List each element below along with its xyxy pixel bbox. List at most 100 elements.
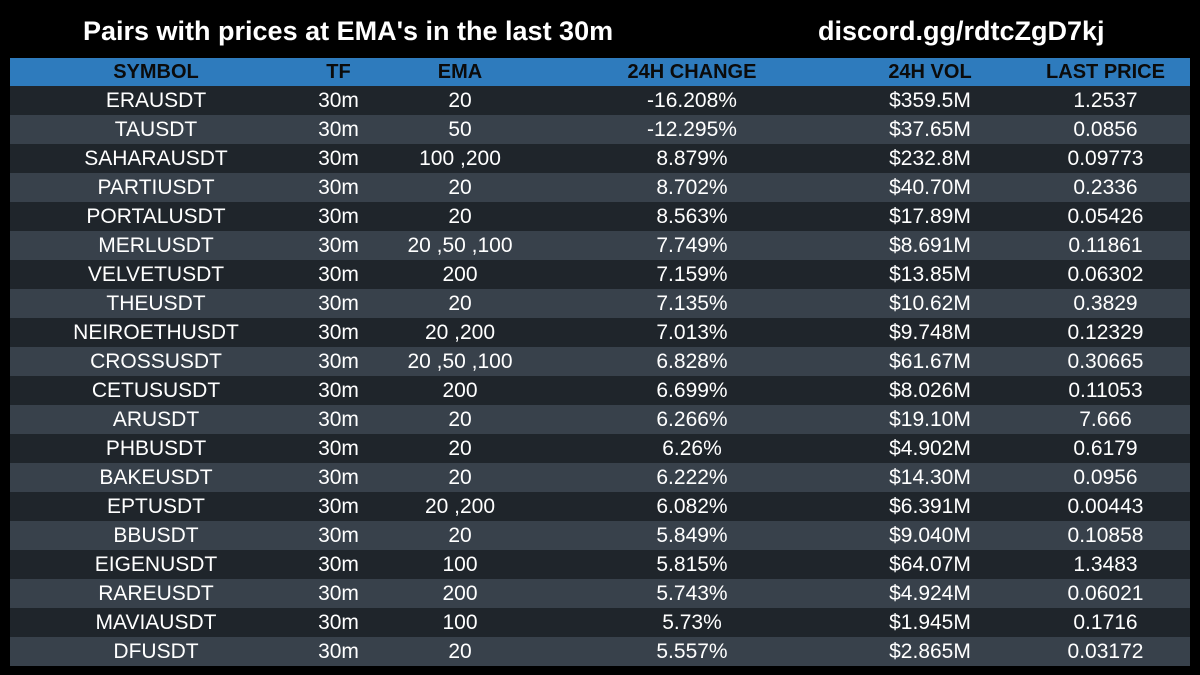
pairs-table: SYMBOL TF EMA 24H CHANGE 24H VOL LAST PR… [10,58,1190,666]
tf-cell: 30m [318,147,359,170]
symbol-cell: PARTIUSDT [97,176,215,199]
change-cell: -16.208% [647,89,737,112]
ema-cell: 20 ,200 [424,495,496,518]
volume-cell: $8.026M [889,379,971,402]
ema-cell: 20 [448,292,472,315]
table-row[interactable]: MERLUSDT 30m 20 ,50 ,100 7.749% $8.691M 0.118… [10,231,1190,260]
page-title: Pairs with prices at EMA's in the last 3… [83,16,614,46]
column-header-ema[interactable]: EMA [437,61,483,83]
table-header-row: SYMBOL TF EMA 24H CHANGE 24H VOL LAST PR… [10,58,1190,86]
tf-cell: 30m [318,437,359,460]
change-cell: 6.828% [656,350,728,373]
symbol-cell: BAKEUSDT [99,466,213,489]
change-cell: 8.563% [656,205,728,228]
price-cell: 0.1716 [1073,611,1138,634]
symbol-cell: EPTUSDT [106,495,205,518]
change-cell: 5.557% [656,640,728,663]
ema-cell: 200 [442,263,478,286]
change-cell: 6.266% [656,408,728,431]
column-header-symbol[interactable]: SYMBOL [113,61,199,83]
change-cell: -12.295% [647,118,737,141]
table-row[interactable]: CROSSUSDT 30m 20 ,50 ,100 6.828% $61.67M 0.30… [10,347,1190,376]
tf-cell: 30m [318,524,359,547]
table-row[interactable]: MAVIAUSDT 30m 100 5.73% $1.945M 0.1716 [10,608,1190,637]
symbol-cell: TAUSDT [114,118,198,141]
price-cell: 0.0956 [1073,466,1138,489]
price-cell: 0.00443 [1067,495,1144,518]
ema-cell: 200 [442,379,478,402]
symbol-cell: SAHARAUSDT [84,147,228,170]
table-row[interactable]: PHBUSDT 30m 20 6.26% $4.902M 0.6179 [10,434,1190,463]
table-row[interactable]: CETUSUSDT 30m 200 6.699% $8.026M 0.11053 [10,376,1190,405]
volume-cell: $359.5M [889,89,971,112]
symbol-cell: ARUSDT [112,408,200,431]
ema-cell: 20 [448,205,472,228]
tf-cell: 30m [318,379,359,402]
tf-cell: 30m [318,611,359,634]
change-cell: 7.135% [656,292,728,315]
volume-cell: $14.30M [889,466,971,489]
ema-cell: 20 [448,89,472,112]
table-row[interactable]: PARTIUSDT 30m 20 8.702% $40.70M 0.2336 [10,173,1190,202]
table-row[interactable]: THEUSDT 30m 20 7.135% $10.62M 0.3829 [10,289,1190,318]
tf-cell: 30m [318,118,359,141]
symbol-cell: EIGENUSDT [94,553,218,576]
price-cell: 0.06302 [1067,263,1144,286]
ema-cell: 20 ,50 ,100 [407,234,513,257]
tf-cell: 30m [318,350,359,373]
tf-cell: 30m [318,321,359,344]
symbol-cell: MERLUSDT [98,234,214,257]
ema-cell: 20 [448,640,472,663]
table-row[interactable]: EPTUSDT 30m 20 ,200 6.082% $6.391M 0.00443 [10,492,1190,521]
symbol-cell: VELVETUSDT [87,263,225,286]
volume-cell: $19.10M [889,408,971,431]
table-row[interactable]: PORTALUSDT 30m 20 8.563% $17.89M 0.05426 [10,202,1190,231]
symbol-cell: MAVIAUSDT [95,611,217,634]
tf-cell: 30m [318,408,359,431]
volume-cell: $37.65M [889,118,971,141]
table-row[interactable]: BBUSDT 30m 20 5.849% $9.040M 0.10858 [10,521,1190,550]
price-cell: 0.12329 [1067,321,1144,344]
symbol-cell: ERAUSDT [105,89,207,112]
volume-cell: $17.89M [889,205,971,228]
price-cell: 0.2336 [1073,176,1138,199]
table-row[interactable]: SAHARAUSDT 30m 100 ,200 8.879% $232.8M 0.0977… [10,144,1190,173]
price-cell: 0.30665 [1067,350,1144,373]
tf-cell: 30m [318,553,359,576]
change-cell: 5.815% [656,553,728,576]
table-row[interactable]: ARUSDT 30m 20 6.266% $19.10M 7.666 [10,405,1190,434]
tf-cell: 30m [318,263,359,286]
volume-cell: $40.70M [889,176,971,199]
table-row[interactable]: ERAUSDT 30m 20 -16.208% $359.5M 1.2537 [10,86,1190,115]
change-cell: 6.26% [662,437,722,460]
volume-cell: $9.040M [889,524,971,547]
volume-cell: $6.391M [889,495,971,518]
volume-cell: $64.07M [889,553,971,576]
table-row[interactable]: NEIROETHUSDT 30m 20 ,200 7.013% $9.748M 0.123… [10,318,1190,347]
ema-cell: 20 [448,408,472,431]
change-cell: 5.743% [656,582,728,605]
column-header-24h-change[interactable]: 24H CHANGE [627,61,757,83]
volume-cell: $13.85M [889,263,971,286]
table-row[interactable]: TAUSDT 30m 50 -12.295% $37.65M 0.0856 [10,115,1190,144]
column-header-24h-vol[interactable]: 24H VOL [888,61,972,83]
tf-cell: 30m [318,205,359,228]
symbol-cell: PHBUSDT [105,437,207,460]
symbol-cell: CETUSUSDT [91,379,221,402]
column-header-last-price[interactable]: LAST PRICE [1046,61,1165,83]
price-cell: 0.11861 [1068,234,1143,257]
symbol-cell: DFUSDT [113,640,199,663]
table-row[interactable]: EIGENUSDT 30m 100 5.815% $64.07M 1.3483 [10,550,1190,579]
discord-link[interactable]: discord.gg/rdtcZgD7kj [818,16,1105,46]
change-cell: 6.699% [656,379,728,402]
change-cell: 6.082% [656,495,728,518]
column-header-tf[interactable]: TF [326,61,351,83]
table-row[interactable]: RAREUSDT 30m 200 5.743% $4.924M 0.06021 [10,579,1190,608]
volume-cell: $8.691M [889,234,971,257]
price-cell: 7.666 [1079,408,1132,431]
change-cell: 7.013% [656,321,728,344]
table-row[interactable]: VELVETUSDT 30m 200 7.159% $13.85M 0.06302 [10,260,1190,289]
table-row[interactable]: DFUSDT 30m 20 5.557% $2.865M 0.03172 [10,637,1190,666]
table-row[interactable]: BAKEUSDT 30m 20 6.222% $14.30M 0.0956 [10,463,1190,492]
change-cell: 5.73% [662,611,722,634]
